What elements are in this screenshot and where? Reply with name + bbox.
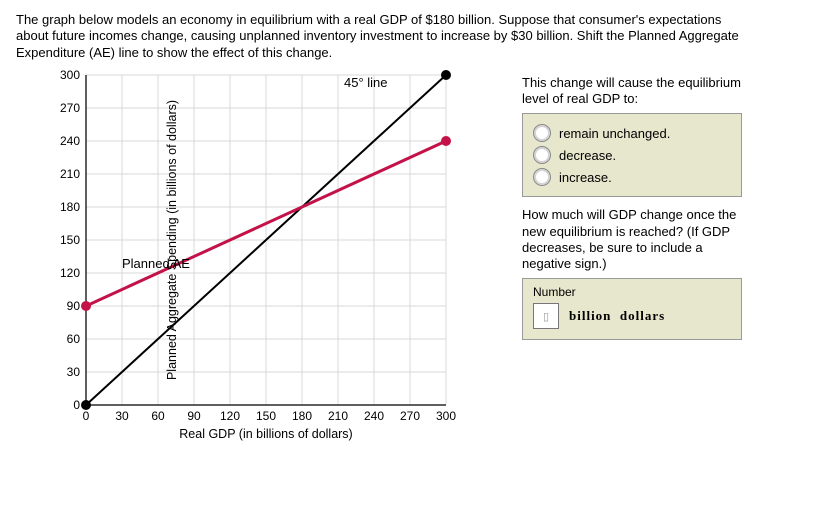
x-tick-label: 120 xyxy=(220,405,240,423)
x-tick-label: 30 xyxy=(115,405,128,423)
radio-bullet-icon[interactable] xyxy=(533,124,551,142)
question1-text: This change will cause the equilibrium l… xyxy=(522,75,752,108)
y-tick-label: 90 xyxy=(67,299,86,313)
y-tick-label: 180 xyxy=(60,200,86,214)
y-axis-title: Planned Aggregate Spending (in billions … xyxy=(165,100,179,380)
question2-input-panel: Number ▯ billion dollars xyxy=(522,278,742,340)
y-tick-label: 270 xyxy=(60,101,86,115)
radio-bullet-icon[interactable] xyxy=(533,168,551,186)
x-tick-label: 90 xyxy=(187,405,200,423)
x-tick-label: 240 xyxy=(364,405,384,423)
radio-option-0[interactable]: remain unchanged. xyxy=(533,122,731,144)
question1-options: remain unchanged. decrease. increase. xyxy=(522,113,742,197)
y-tick-label: 30 xyxy=(67,365,86,379)
y-tick-label: 60 xyxy=(67,332,86,346)
y-tick-label: 300 xyxy=(60,68,86,82)
number-label: Number xyxy=(533,285,731,299)
radio-label: remain unchanged. xyxy=(559,126,670,141)
x-tick-label: 150 xyxy=(256,405,276,423)
x-tick-label: 270 xyxy=(400,405,420,423)
y-tick-label: 210 xyxy=(60,167,86,181)
radio-option-1[interactable]: decrease. xyxy=(533,144,731,166)
question2-text: How much will GDP change once the new eq… xyxy=(522,207,752,272)
radio-option-2[interactable]: increase. xyxy=(533,166,731,188)
unit-label: billion dollars xyxy=(569,308,665,324)
y-tick-label: 0 xyxy=(73,398,86,412)
radio-label: increase. xyxy=(559,170,612,185)
radio-bullet-icon[interactable] xyxy=(533,146,551,164)
x-tick-label: 300 xyxy=(436,405,456,423)
radio-label: decrease. xyxy=(559,148,616,163)
x-tick-label: 210 xyxy=(328,405,348,423)
chart-area[interactable]: Planned Aggregate Spending (in billions … xyxy=(16,75,496,405)
y-tick-label: 150 xyxy=(60,233,86,247)
gdp-change-input[interactable]: ▯ xyxy=(533,303,559,329)
x-tick-label: 180 xyxy=(292,405,312,423)
question-prompt: The graph below models an economy in equ… xyxy=(16,12,746,61)
y-tick-label: 120 xyxy=(60,266,86,280)
y-tick-label: 240 xyxy=(60,134,86,148)
x-tick-label: 60 xyxy=(151,405,164,423)
x-axis-title: Real GDP (in billions of dollars) xyxy=(179,427,352,441)
